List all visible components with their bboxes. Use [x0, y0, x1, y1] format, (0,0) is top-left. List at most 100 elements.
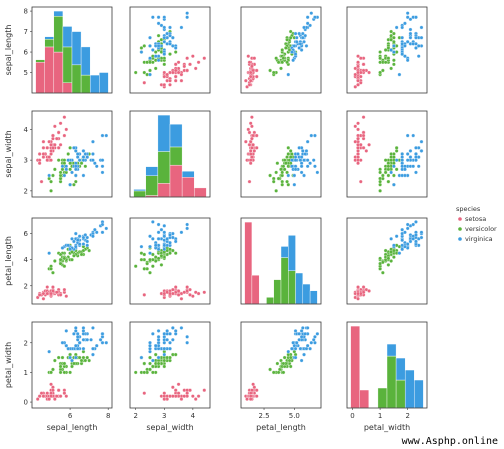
scatter-point-versicolor — [287, 358, 292, 363]
scatter-point-versicolor — [148, 270, 152, 275]
scatter-point-setosa — [361, 146, 366, 150]
scatter-point-setosa — [248, 78, 253, 83]
scatter-point-versicolor — [153, 352, 158, 357]
scatter-point-versicolor — [281, 361, 286, 366]
scatter-point-versicolor — [79, 358, 84, 363]
y-tick-label: 0 — [24, 399, 28, 407]
scatter-point-setosa — [252, 130, 257, 135]
scatter-point-versicolor — [156, 256, 161, 261]
legend-marker-virginica — [458, 237, 462, 241]
scatter-point-versicolor — [378, 170, 382, 175]
scatter-point-setosa — [162, 82, 167, 87]
panel-marks — [243, 115, 320, 193]
y-tick-label: 8 — [24, 8, 28, 16]
scatter-point-virginica — [400, 247, 405, 252]
scatter-point-virginica — [151, 220, 155, 224]
scatter-point-virginica — [151, 15, 155, 20]
scatter-point-setosa — [51, 136, 55, 141]
scatter-point-virginica — [91, 326, 95, 330]
scatter-point-versicolor — [389, 37, 393, 42]
panel-marks — [243, 11, 320, 89]
scatter-point-versicolor — [285, 60, 289, 65]
scatter-point-setosa — [173, 388, 178, 393]
y-tick-label: 2 — [24, 187, 28, 195]
legend-label-virginica: virginica — [465, 235, 493, 243]
scatter-point-virginica — [405, 39, 410, 44]
scatter-point-setosa — [353, 72, 358, 77]
scatter-point-versicolor — [378, 179, 382, 184]
scatter-point-virginica — [291, 58, 295, 63]
scatter-point-setosa — [356, 127, 360, 132]
scatter-point-setosa — [53, 397, 57, 401]
scatter-point-virginica — [171, 337, 175, 342]
scatter-point-setosa — [171, 394, 175, 398]
scatter-point-versicolor — [68, 161, 72, 166]
panel-sepal_width-vs-sepal_width — [129, 110, 211, 198]
scatter-point-versicolor — [70, 257, 74, 262]
scatter-point-versicolor — [151, 364, 155, 369]
scatter-point-setosa — [364, 149, 369, 153]
scatter-point-virginica — [64, 164, 69, 169]
scatter-point-setosa — [250, 136, 254, 141]
scatter-point-virginica — [414, 158, 418, 162]
scatter-point-versicolor — [378, 256, 382, 261]
scatter-point-setosa — [248, 121, 253, 126]
scatter-point-virginica — [104, 133, 109, 138]
scatter-point-setosa — [196, 394, 201, 398]
scatter-point-setosa — [254, 394, 259, 398]
scatter-point-virginica — [81, 326, 86, 330]
scatter-point-setosa — [176, 293, 181, 297]
scatter-point-versicolor — [271, 176, 276, 181]
scatter-point-virginica — [64, 343, 69, 348]
scatter-point-virginica — [397, 72, 402, 77]
scatter-point-setosa — [188, 293, 192, 297]
scatter-point-setosa — [37, 152, 42, 156]
scatter-point-setosa — [51, 388, 55, 393]
scatter-point-virginica — [408, 31, 413, 36]
scatter-point-setosa — [248, 152, 253, 156]
hist-bar-virginica — [302, 283, 311, 304]
scatter-point-setosa — [188, 62, 192, 67]
hist-bar-versicolor — [157, 151, 171, 184]
scatter-point-virginica — [81, 337, 86, 342]
y-tick-label: 2 — [24, 339, 28, 347]
scatter-point-virginica — [162, 340, 167, 345]
scatter-point-setosa — [356, 70, 360, 75]
scatter-point-versicolor — [151, 370, 155, 375]
scatter-point-versicolor — [79, 252, 84, 257]
scatter-point-virginica — [162, 52, 167, 56]
scatter-point-setosa — [254, 133, 259, 138]
scatter-point-setosa — [62, 133, 67, 138]
scatter-point-virginica — [148, 56, 152, 61]
scatter-point-versicolor — [62, 158, 67, 162]
hist-bar-setosa — [53, 51, 64, 93]
scatter-point-versicolor — [287, 48, 292, 52]
scatter-point-virginica — [151, 236, 155, 241]
scatter-point-virginica — [296, 152, 300, 156]
scatter-point-versicolor — [72, 253, 76, 258]
scatter-point-setosa — [250, 64, 254, 69]
hist-bar-versicolor — [53, 16, 64, 53]
scatter-point-virginica — [77, 234, 82, 239]
x-tick-label: 2 — [405, 412, 409, 420]
scatter-point-virginica — [85, 337, 90, 342]
scatter-point-versicolor — [283, 161, 288, 166]
scatter-point-setosa — [168, 78, 172, 83]
scatter-point-versicolor — [389, 158, 393, 162]
panel-frame — [346, 217, 428, 305]
scatter-point-setosa — [179, 72, 184, 77]
scatter-point-versicolor — [386, 164, 391, 169]
scatter-point-virginica — [139, 50, 144, 54]
scatter-point-virginica — [300, 326, 305, 330]
scatter-point-setosa — [191, 394, 195, 398]
panel-marks — [35, 220, 109, 301]
scatter-point-virginica — [400, 238, 405, 243]
scatter-point-setosa — [62, 115, 67, 119]
scatter-point-virginica — [305, 326, 310, 330]
scatter-point-virginica — [165, 31, 169, 36]
panel-marks — [133, 326, 207, 401]
scatter-point-virginica — [75, 155, 80, 159]
scatter-point-virginica — [153, 54, 158, 58]
scatter-point-versicolor — [386, 161, 391, 166]
scatter-point-setosa — [361, 133, 366, 138]
